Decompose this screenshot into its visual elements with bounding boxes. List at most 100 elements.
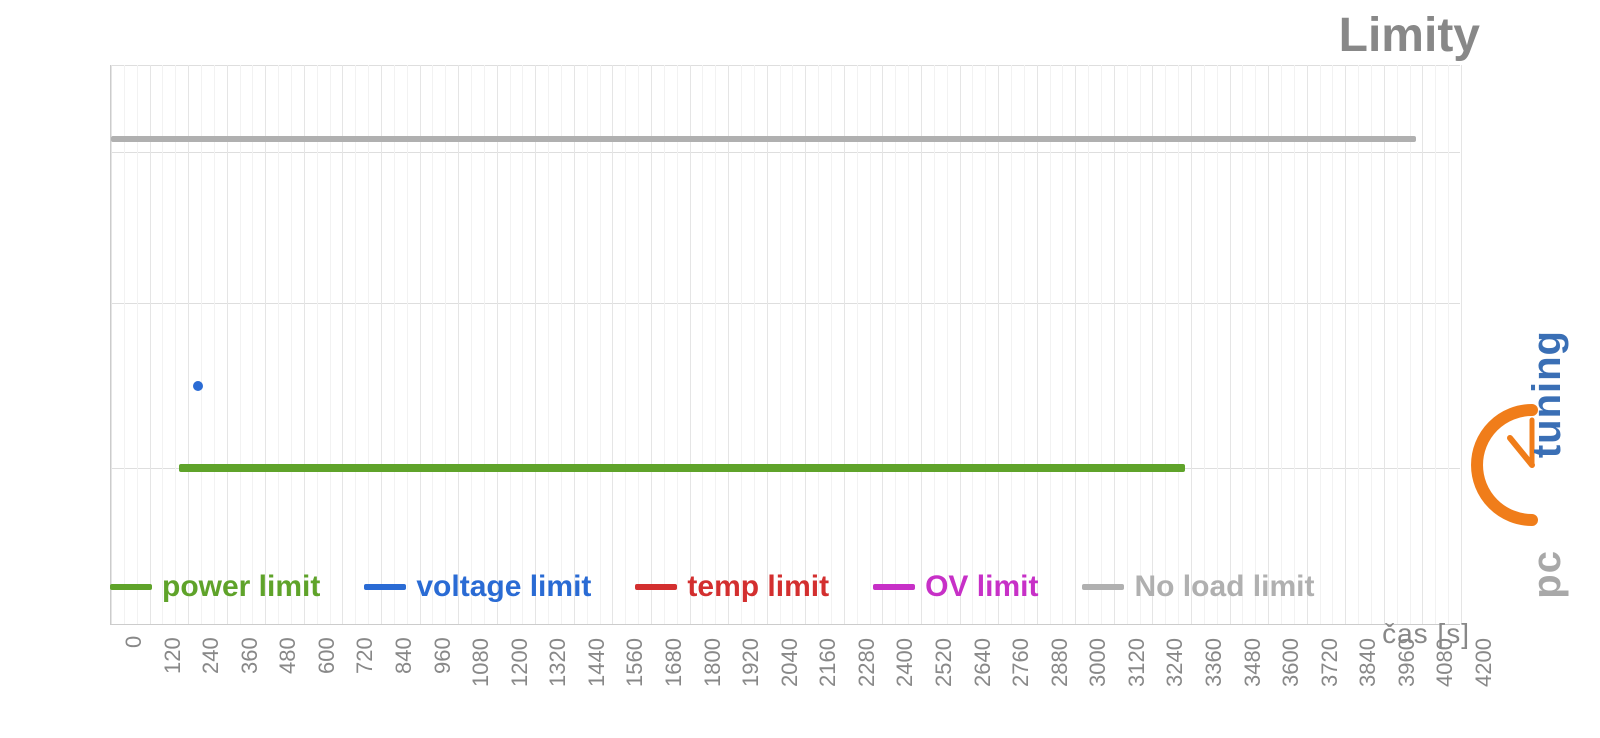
svg-text:pc: pc (1525, 550, 1569, 599)
vgrid-major (844, 65, 845, 624)
legend-swatch (364, 584, 406, 590)
vgrid-major (535, 65, 536, 624)
vgrid-minor (895, 65, 896, 624)
vgrid-major (1345, 65, 1346, 624)
vgrid-major (1114, 65, 1115, 624)
vgrid-minor (1255, 65, 1256, 624)
x-tick-label: 4200 (1471, 638, 1497, 687)
vgrid-minor (1088, 65, 1089, 624)
vgrid-major (150, 65, 151, 624)
vgrid-major (1268, 65, 1269, 624)
vgrid-minor (407, 65, 408, 624)
x-tick-label: 3120 (1124, 638, 1150, 687)
vgrid-major (690, 65, 691, 624)
plot-area (110, 65, 1460, 625)
vgrid-minor (664, 65, 665, 624)
legend: power limit voltage limit temp limit OV lim… (110, 570, 1314, 604)
vgrid-minor (1448, 65, 1449, 624)
vgrid-major (420, 65, 421, 624)
vgrid-minor (1320, 65, 1321, 624)
vgrid-minor (818, 65, 819, 624)
series-no-load-limit (111, 136, 1416, 142)
x-tick-label: 120 (160, 637, 186, 674)
vgrid-minor (1165, 65, 1166, 624)
x-tick-label: 2400 (892, 638, 918, 687)
legend-item-temp-limit: temp limit (635, 570, 829, 604)
vgrid-major (188, 65, 189, 624)
vgrid-minor (1294, 65, 1295, 624)
vgrid-major (805, 65, 806, 624)
x-tick-label: 3240 (1162, 638, 1188, 687)
vgrid-minor (792, 65, 793, 624)
x-tick-label: 3000 (1085, 638, 1111, 687)
vgrid-minor (1410, 65, 1411, 624)
vgrid-major (1037, 65, 1038, 624)
hgrid-line (111, 152, 1460, 153)
x-tick-label: 3840 (1355, 638, 1381, 687)
x-tick-label: 240 (198, 637, 224, 674)
vgrid-minor (291, 65, 292, 624)
x-tick-label: 1560 (622, 638, 648, 687)
vgrid-minor (972, 65, 973, 624)
vgrid-minor (368, 65, 369, 624)
vgrid-major (342, 65, 343, 624)
vgrid-major (574, 65, 575, 624)
vgrid-major (1422, 65, 1423, 624)
x-tick-label: 3480 (1240, 638, 1266, 687)
vgrid-minor (471, 65, 472, 624)
vgrid-minor (561, 65, 562, 624)
vgrid-minor (394, 65, 395, 624)
vgrid-minor (1024, 65, 1025, 624)
x-tick-label: 1080 (468, 638, 494, 687)
vgrid-minor (432, 65, 433, 624)
x-tick-label: 1440 (584, 638, 610, 687)
vgrid-minor (1435, 65, 1436, 624)
vgrid-major (381, 65, 382, 624)
legend-item-ov-limit: OV limit (873, 570, 1038, 604)
legend-swatch (635, 584, 677, 590)
x-tick-label: 2760 (1008, 638, 1034, 687)
vgrid-minor (510, 65, 511, 624)
vgrid-minor (1127, 65, 1128, 624)
vgrid-major (728, 65, 729, 624)
vgrid-minor (1101, 65, 1102, 624)
vgrid-minor (1242, 65, 1243, 624)
vgrid-major (998, 65, 999, 624)
vgrid-minor (625, 65, 626, 624)
legend-label: voltage limit (416, 570, 591, 604)
legend-label: power limit (162, 570, 320, 604)
vgrid-minor (1397, 65, 1398, 624)
chart-title: Limity (1339, 8, 1480, 63)
vgrid-major (458, 65, 459, 624)
vgrid-minor (175, 65, 176, 624)
x-tick-label: 600 (314, 637, 340, 674)
vgrid-minor (317, 65, 318, 624)
vgrid-minor (137, 65, 138, 624)
hgrid-line (111, 303, 1460, 304)
vgrid-major (1307, 65, 1308, 624)
legend-item-voltage-limit: voltage limit (364, 570, 591, 604)
vgrid-minor (985, 65, 986, 624)
legend-swatch (873, 584, 915, 590)
vgrid-minor (600, 65, 601, 624)
x-tick-label: 720 (352, 637, 378, 674)
vgrid-minor (1204, 65, 1205, 624)
watermark-text-bottom: pc (1525, 550, 1569, 599)
vgrid-minor (587, 65, 588, 624)
vgrid-minor (484, 65, 485, 624)
vgrid-minor (934, 65, 935, 624)
watermark-text-top: tuning (1525, 330, 1569, 458)
legend-label: temp limit (687, 570, 829, 604)
vgrid-major (1461, 65, 1462, 624)
svg-text:tuning: tuning (1525, 330, 1569, 458)
vgrid-minor (548, 65, 549, 624)
vgrid-major (1384, 65, 1385, 624)
vgrid-minor (201, 65, 202, 624)
x-tick-label: 1200 (507, 638, 533, 687)
x-tick-label: 2880 (1047, 638, 1073, 687)
vgrid-minor (1371, 65, 1372, 624)
legend-label: OV limit (925, 570, 1038, 604)
x-tick-label: 360 (237, 637, 263, 674)
legend-label: No load limit (1134, 570, 1314, 604)
vgrid-major (651, 65, 652, 624)
